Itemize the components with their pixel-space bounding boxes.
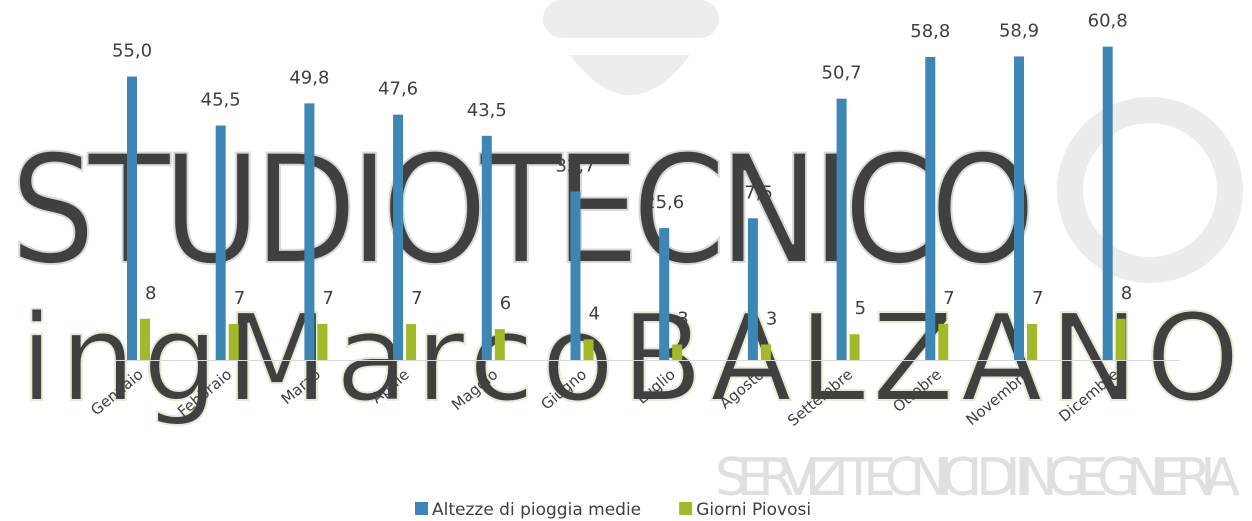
legend-label: Giorni Piovosi [696,500,811,520]
legend-label: Altezze di pioggia medie [432,500,641,520]
data-label: 50,7 [822,63,862,84]
watermark: STUDIOTECNICO ingMarcoBALZANO SERVIZI TE… [9,0,1243,508]
data-label: 58,8 [910,21,950,42]
data-label: 43,5 [467,100,507,121]
data-label: 7 [1032,288,1043,309]
bar [481,135,492,360]
watermark-gear [1057,97,1243,283]
bar [760,344,771,360]
data-label: 8 [145,283,156,304]
legend-swatch [679,502,693,515]
bar [406,323,417,360]
data-label: 45,5 [201,90,241,111]
bar [1027,323,1037,360]
data-label: 32,7 [555,155,595,176]
bar [140,318,150,360]
bar [672,344,683,360]
data-label: 27,5 [733,182,773,203]
bar [1115,318,1126,360]
watermark-text: STUDIOTECNICO [10,124,1040,298]
watermark-text: ingMarcoBALZANO [20,290,1240,429]
data-label: 25,6 [644,192,684,213]
bar [659,228,670,360]
data-label: 60,8 [1088,11,1128,32]
bar [304,103,315,360]
watermark-shape [570,55,690,95]
data-label: 3 [766,309,777,330]
bar [1102,46,1113,361]
data-label: 47,6 [378,79,418,100]
bar [494,329,505,360]
data-label: 6 [500,293,511,314]
data-label: 8 [1121,283,1132,304]
bar [836,98,847,360]
data-label: 7 [322,288,333,309]
bar [583,339,594,360]
watermark-shape [543,0,719,38]
data-label: 5 [855,298,866,319]
bar [215,125,226,360]
bar [849,334,860,360]
data-label: 3 [677,309,688,330]
bar [1014,56,1024,360]
bar [925,56,936,360]
bar [317,323,328,360]
bar [570,191,581,360]
data-label: 7 [234,288,245,309]
legend-swatch [415,502,428,515]
data-label: 49,8 [289,67,329,88]
data-label: 58,9 [999,20,1039,41]
bar [127,76,137,361]
bar [938,323,949,360]
bar [393,114,404,360]
data-label: 4 [589,303,600,324]
legend: Altezze di pioggia medie Giorni Piovosi [415,500,811,520]
bar [747,218,758,360]
data-label: 7 [943,288,954,309]
watermark-text: SERVIZI TECNICI DI INGEGNERIA [715,448,1240,508]
data-label: 7 [411,288,422,309]
data-label: 55,0 [112,41,152,62]
bar [228,323,239,360]
